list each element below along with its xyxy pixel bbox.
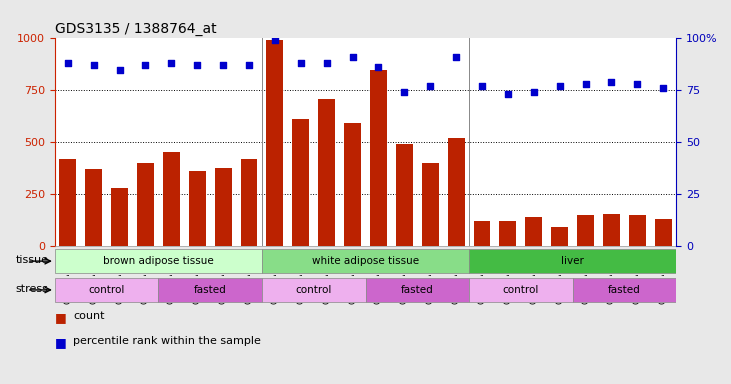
Point [450, 54, 462, 60]
Text: count: count [73, 311, 105, 321]
Point [346, 54, 358, 60]
Point [502, 91, 514, 98]
Text: GDS3135 / 1388764_at: GDS3135 / 1388764_at [55, 22, 216, 36]
Point [88, 62, 99, 68]
Bar [159, 278, 262, 302]
Bar [447, 138, 464, 246]
Bar [137, 163, 154, 246]
Point [605, 79, 617, 85]
Bar [240, 159, 257, 246]
Point [321, 60, 333, 66]
Bar [526, 217, 542, 246]
Text: fasted: fasted [401, 285, 433, 295]
Text: control: control [88, 285, 125, 295]
Point [217, 62, 229, 68]
Bar [572, 278, 676, 302]
Bar [366, 278, 469, 302]
Point [269, 37, 281, 43]
Text: control: control [295, 285, 332, 295]
Bar [189, 171, 205, 246]
Point [528, 89, 539, 95]
Text: brown adipose tissue: brown adipose tissue [103, 256, 213, 266]
Point [657, 85, 669, 91]
Point [295, 60, 306, 66]
Bar [344, 123, 361, 246]
Bar [469, 278, 572, 302]
Text: percentile rank within the sample: percentile rank within the sample [73, 336, 261, 346]
Point [165, 60, 177, 66]
Bar [262, 249, 469, 273]
Text: ■: ■ [55, 336, 67, 349]
Bar [262, 278, 366, 302]
Point [398, 89, 410, 95]
Bar [215, 168, 232, 246]
Bar [396, 144, 413, 246]
Bar [111, 188, 128, 246]
Bar [292, 119, 309, 246]
Bar [422, 163, 439, 246]
Bar [551, 227, 568, 246]
Bar [55, 278, 159, 302]
Point [243, 62, 255, 68]
Text: liver: liver [561, 256, 584, 266]
Bar [59, 159, 76, 246]
Text: stress: stress [16, 283, 48, 294]
Point [114, 66, 126, 73]
Point [192, 62, 203, 68]
Bar [603, 214, 620, 246]
Point [425, 83, 436, 89]
Bar [163, 152, 180, 246]
Point [554, 83, 566, 89]
Bar [469, 249, 676, 273]
Text: fasted: fasted [608, 285, 641, 295]
Bar [55, 249, 262, 273]
Point [580, 81, 591, 87]
Point [632, 81, 643, 87]
Point [373, 65, 385, 71]
Text: white adipose tissue: white adipose tissue [312, 256, 419, 266]
Bar [370, 70, 387, 246]
Bar [499, 221, 516, 246]
Text: fasted: fasted [194, 285, 227, 295]
Bar [267, 40, 284, 246]
Text: ■: ■ [55, 311, 67, 324]
Point [140, 62, 151, 68]
Point [62, 60, 74, 66]
Bar [86, 169, 102, 246]
Text: control: control [503, 285, 539, 295]
Bar [318, 99, 335, 246]
Bar [655, 219, 672, 246]
Bar [474, 221, 491, 246]
Bar [629, 215, 645, 246]
Point [476, 83, 488, 89]
Text: tissue: tissue [15, 255, 48, 265]
Bar [577, 215, 594, 246]
